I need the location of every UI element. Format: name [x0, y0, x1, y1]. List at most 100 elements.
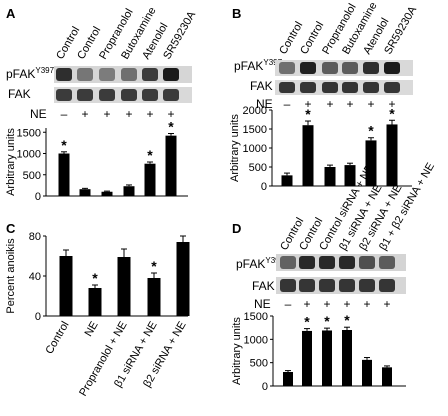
blot-band: [56, 68, 72, 81]
panel-b-ne-signs: – + + + + +: [284, 97, 396, 111]
y-tick-label: 40: [29, 271, 41, 283]
panel-b-lane-labels: ControlControlPropranololButoxamineAteno…: [277, 0, 419, 56]
bar: [342, 330, 352, 386]
blot-band: [142, 68, 158, 81]
blot-band: [342, 62, 358, 74]
bar: [165, 135, 177, 196]
y-tick-label: 1000: [17, 149, 41, 161]
y-axis-label: Arbitrary units: [229, 114, 241, 182]
bar: [283, 372, 293, 386]
blot-band: [342, 82, 358, 93]
ne-sign: +: [304, 97, 311, 111]
panel-d-ne-label: NE: [254, 297, 271, 311]
blot-band: [99, 89, 115, 101]
x-tick-label: Control: [43, 320, 71, 357]
ne-sign: +: [363, 297, 370, 311]
ne-sign: –: [61, 107, 68, 121]
blot-band: [279, 62, 295, 74]
panel-a-letter: A: [6, 6, 16, 21]
blot-band: [359, 279, 375, 292]
blot-band: [299, 256, 315, 269]
blot-band: [77, 89, 93, 101]
significance-asterisk: *: [92, 270, 98, 286]
blot-band: [299, 279, 315, 292]
panel-a-pfak-label: pFAKY397: [6, 66, 55, 81]
y-tick-label: 1500: [243, 124, 267, 136]
y-tick-label: 0: [35, 191, 41, 203]
panel-d-pfak-bands: [280, 256, 395, 269]
bar: [302, 125, 314, 186]
bar: [176, 242, 190, 316]
blot-band: [121, 89, 137, 101]
ne-sign: +: [103, 107, 110, 121]
panel-a-lane-labels: ControlControlPropranololButoxamineAteno…: [54, 5, 198, 61]
significance-asterisk: *: [368, 123, 374, 139]
bar: [324, 167, 336, 186]
significance-asterisk: *: [151, 258, 157, 274]
panel-d-letter: D: [232, 221, 241, 236]
ne-sign: +: [388, 97, 395, 111]
significance-asterisk: *: [305, 106, 311, 122]
significance-asterisk: *: [389, 105, 395, 121]
lane-label: SR59230A: [382, 4, 419, 57]
x-tick-label: NE: [83, 320, 101, 339]
significance-asterisk: *: [324, 313, 330, 329]
blot-band: [363, 82, 379, 93]
bar: [59, 256, 73, 316]
panel-d-ne-signs: – + + + + +: [285, 297, 391, 311]
bar: [123, 186, 135, 196]
ne-sign: +: [146, 107, 153, 121]
blot-band: [322, 62, 338, 74]
blot-band: [279, 82, 295, 93]
y-tick-label: 1000: [243, 143, 267, 155]
panel-d-pfak-label: pFAKY397: [236, 256, 285, 271]
panel-a-ne-signs: – + + + + +: [61, 107, 175, 121]
blot-band: [384, 62, 400, 74]
blot-band: [163, 89, 179, 101]
panel-c-letter: C: [6, 221, 16, 236]
blot-band: [56, 89, 72, 101]
ne-sign: –: [284, 97, 291, 111]
bar: [322, 330, 332, 386]
ne-sign: +: [367, 97, 374, 111]
ne-sign: +: [343, 297, 350, 311]
panel-d-fak-bands: [280, 279, 395, 292]
y-tick-label: 0: [261, 181, 267, 193]
blot-band: [280, 256, 296, 269]
bar: [101, 191, 113, 196]
blot-band: [163, 68, 179, 81]
significance-asterisk: *: [344, 312, 350, 328]
bar: [144, 163, 156, 196]
blot-band: [99, 68, 115, 81]
ne-sign: +: [81, 107, 88, 121]
bar: [88, 288, 102, 316]
bar: [382, 367, 392, 386]
blot-band: [363, 62, 379, 74]
y-tick-label: 0: [35, 311, 41, 323]
panel-b-fak-label: FAK: [250, 79, 273, 93]
panel-a-ne-label: NE: [30, 107, 47, 121]
panel-d-fak-label: FAK: [252, 279, 275, 293]
bar: [386, 124, 398, 186]
bar: [344, 165, 356, 186]
y-tick-label: 80: [29, 231, 41, 243]
blot-band: [384, 82, 400, 93]
y-axis-label: Arbitrary units: [231, 317, 243, 385]
ne-sign: +: [346, 97, 353, 111]
blot-band: [300, 62, 316, 74]
significance-asterisk: *: [304, 314, 310, 330]
panel-b-letter: B: [232, 6, 241, 21]
y-tick-label: 500: [249, 162, 267, 174]
ne-sign: +: [303, 297, 310, 311]
ne-sign: +: [383, 297, 390, 311]
blot-band: [322, 82, 338, 93]
blot-band: [77, 68, 93, 81]
panel-a-pfak-bands: [56, 68, 179, 81]
blot-band: [319, 279, 335, 292]
bar: [362, 359, 372, 386]
